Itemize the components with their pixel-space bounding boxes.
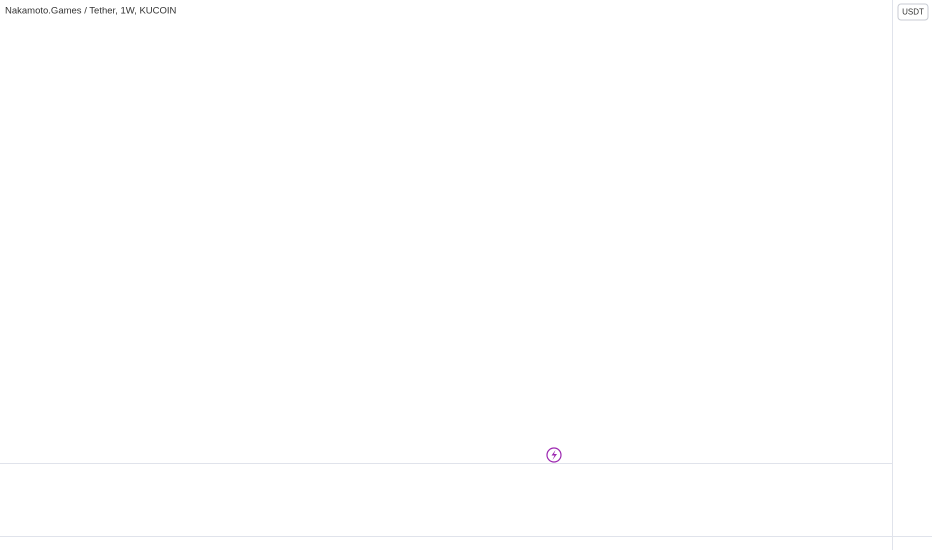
currency-button[interactable] bbox=[897, 3, 929, 21]
chart-title: Nakamoto.Games / Tether, 1W, KUCOIN bbox=[5, 6, 177, 17]
replay-icon[interactable] bbox=[546, 447, 562, 463]
currency-label[interactable]: USDT bbox=[902, 8, 924, 17]
